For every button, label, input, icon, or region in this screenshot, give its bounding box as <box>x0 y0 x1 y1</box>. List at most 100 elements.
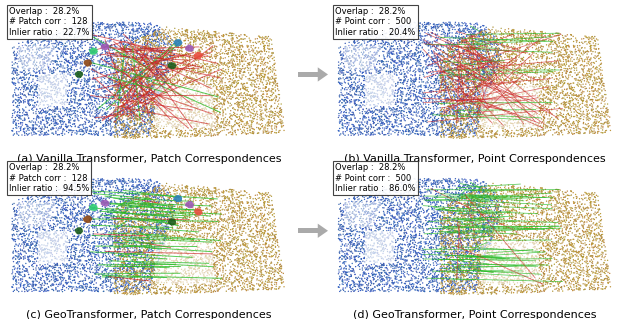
Point <box>460 202 470 207</box>
Point <box>522 99 532 104</box>
Point <box>408 261 418 266</box>
Point <box>168 247 178 252</box>
Point <box>435 50 445 56</box>
Point <box>36 126 47 131</box>
Point <box>36 122 46 127</box>
Point <box>172 43 182 48</box>
Point <box>111 65 121 70</box>
Point <box>480 31 490 36</box>
Point <box>492 77 502 82</box>
Point <box>426 204 436 210</box>
Point <box>571 281 581 286</box>
Point <box>220 229 230 234</box>
Point <box>78 247 88 252</box>
Point <box>40 38 51 43</box>
Point <box>208 119 218 124</box>
Point <box>114 251 124 256</box>
Point <box>371 75 381 80</box>
Point <box>441 133 451 138</box>
Point <box>38 216 48 221</box>
Point <box>484 259 495 264</box>
Point <box>246 279 256 284</box>
Point <box>503 234 513 240</box>
Point <box>449 94 460 100</box>
Point <box>230 208 241 213</box>
Point <box>533 115 543 120</box>
Point <box>392 200 403 205</box>
Point <box>468 105 478 110</box>
Point <box>364 37 374 42</box>
Point <box>564 280 575 285</box>
Point <box>170 278 180 284</box>
Point <box>437 226 447 231</box>
Point <box>462 233 472 238</box>
Point <box>374 215 385 220</box>
Point <box>351 227 361 232</box>
Point <box>181 277 191 282</box>
Point <box>471 105 481 110</box>
Point <box>392 63 403 69</box>
Point <box>149 215 159 220</box>
Point <box>135 104 145 109</box>
Point <box>257 218 267 223</box>
Point <box>36 204 47 209</box>
Point <box>377 242 387 247</box>
Point <box>470 287 480 292</box>
Point <box>106 128 116 133</box>
Point <box>564 105 574 110</box>
Point <box>410 104 420 109</box>
Point <box>129 278 140 283</box>
Point <box>191 57 201 62</box>
Point <box>561 69 572 74</box>
Point <box>214 33 224 39</box>
Point <box>188 274 198 279</box>
Point <box>44 274 54 279</box>
Point <box>442 108 452 114</box>
Point <box>337 85 348 90</box>
Point <box>373 241 383 246</box>
Point <box>118 28 128 33</box>
Point <box>405 57 415 62</box>
Point <box>529 133 540 138</box>
Point <box>504 89 514 94</box>
Point <box>481 130 492 135</box>
Point <box>131 56 141 61</box>
Point <box>171 75 181 80</box>
Point <box>150 88 161 93</box>
Point <box>145 214 155 219</box>
Point <box>93 131 104 136</box>
Point <box>438 87 448 92</box>
Point <box>175 35 185 40</box>
Point <box>452 82 463 87</box>
Point <box>140 186 150 191</box>
Point <box>233 80 243 85</box>
Point <box>159 70 169 75</box>
Point <box>120 286 130 291</box>
Point <box>550 187 561 192</box>
Point <box>375 273 385 278</box>
Point <box>256 68 266 73</box>
Point <box>141 241 152 246</box>
Point <box>85 185 95 190</box>
Point <box>349 51 360 56</box>
Point <box>229 201 239 206</box>
Point <box>124 108 134 114</box>
Point <box>129 266 139 271</box>
Point <box>238 210 248 215</box>
Point <box>74 53 84 58</box>
Point <box>470 194 481 199</box>
Point <box>360 267 371 272</box>
Point <box>17 120 28 125</box>
Point <box>117 270 127 275</box>
Point <box>65 108 76 113</box>
Point <box>466 278 476 283</box>
Point <box>188 116 198 121</box>
Point <box>348 43 358 48</box>
Point <box>47 71 58 76</box>
Point <box>519 107 529 112</box>
Point <box>383 40 393 45</box>
Point <box>61 247 72 252</box>
Point <box>351 98 362 103</box>
Point <box>20 110 31 115</box>
Point <box>77 128 88 133</box>
